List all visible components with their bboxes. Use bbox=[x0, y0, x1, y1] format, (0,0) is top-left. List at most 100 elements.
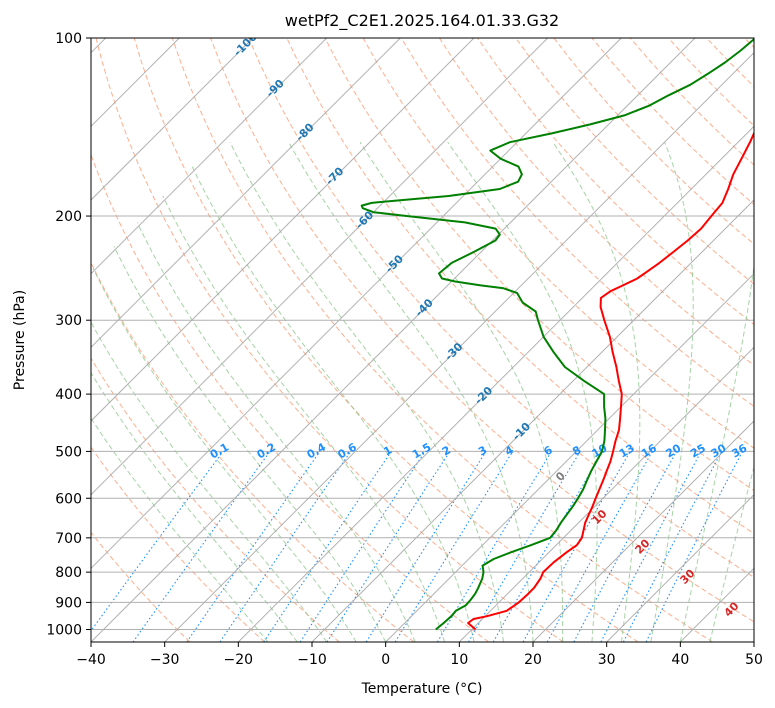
x-tick-label: −30 bbox=[150, 652, 180, 668]
moist-adiabat-line bbox=[679, 261, 754, 642]
isotherm-line bbox=[753, 641, 754, 642]
isotherm-line bbox=[385, 272, 754, 642]
dry-adiabat-line bbox=[553, 38, 754, 245]
x-tick-label: −20 bbox=[224, 652, 254, 668]
moist-adiabat-line bbox=[447, 141, 598, 642]
y-tick-label: 100 bbox=[55, 31, 82, 47]
isotherm-line bbox=[532, 420, 754, 642]
dry-adiabat-line bbox=[171, 38, 713, 642]
dry-adiabat-line bbox=[629, 38, 754, 166]
mixing-ratio-line bbox=[573, 451, 677, 642]
isotherm-line bbox=[91, 38, 622, 570]
x-tick-label: 10 bbox=[450, 652, 468, 668]
moist-adiabat-line bbox=[709, 465, 754, 642]
x-tick-label: −40 bbox=[76, 652, 106, 668]
moist-adiabat-line bbox=[91, 321, 328, 642]
dry-adiabat-line bbox=[400, 38, 754, 408]
y-tick-label: 300 bbox=[55, 313, 82, 329]
isotherm-line bbox=[91, 38, 254, 201]
mixing-ratio-label: 13 bbox=[617, 442, 637, 461]
mixing-ratio-line bbox=[186, 451, 321, 642]
x-tick-label: 40 bbox=[671, 652, 689, 668]
y-tick-label: 700 bbox=[55, 531, 82, 547]
y-tick-label: 500 bbox=[55, 444, 82, 460]
isotherm-line bbox=[91, 38, 328, 275]
moist-adiabat-line bbox=[162, 195, 446, 642]
x-tick-label: 30 bbox=[598, 652, 616, 668]
dry-adiabat-line bbox=[91, 531, 191, 642]
moist-adiabat-line bbox=[191, 166, 475, 642]
x-axis-ticks: −40 −30 −20 −10 0 10 20 30 40 50 bbox=[76, 642, 763, 668]
mixing-ratio-label: 36 bbox=[729, 441, 749, 460]
dry-adiabat-line bbox=[133, 38, 639, 642]
moist-adiabats bbox=[91, 141, 754, 642]
dry-adiabat-line bbox=[744, 38, 754, 49]
x-tick-label: −10 bbox=[297, 652, 327, 668]
mixing-ratio-label: 6 bbox=[542, 443, 555, 458]
mixing-ratio-label: 30 bbox=[709, 441, 729, 460]
pressure-gridlines bbox=[91, 38, 754, 630]
x-tick-label: 0 bbox=[381, 652, 390, 668]
y-tick-label: 400 bbox=[55, 387, 82, 403]
mixing-ratio-line bbox=[622, 451, 723, 642]
x-tick-label: 50 bbox=[745, 652, 763, 668]
profile-series bbox=[360, 38, 754, 631]
isotherm-line bbox=[91, 38, 549, 496]
dry-adiabat-line bbox=[95, 38, 564, 642]
isotherm-label: -30 bbox=[442, 340, 465, 363]
moist-adiabat-line bbox=[91, 371, 298, 642]
isotherm-line bbox=[311, 199, 754, 642]
x-tick-label: 20 bbox=[524, 652, 542, 668]
isotherm-line bbox=[679, 567, 754, 642]
moist-adiabat-line bbox=[92, 267, 357, 642]
dewpoint-profile-line bbox=[360, 38, 754, 631]
dry-adiabat-line bbox=[91, 446, 265, 642]
isotherm-line bbox=[606, 493, 754, 642]
mixing-ratio-label: 0.6 bbox=[336, 440, 360, 461]
isotherm-label: -50 bbox=[383, 252, 406, 275]
isotherm-label: -20 bbox=[472, 384, 495, 407]
moist-adiabat-line bbox=[136, 222, 416, 642]
mixing-ratio-line bbox=[645, 451, 743, 642]
isotherm-label: -70 bbox=[323, 164, 346, 187]
isotherm-line bbox=[237, 125, 754, 642]
temperature-profile-line bbox=[467, 130, 754, 631]
y-axis-ticks: 100 200 300 400 500 600 700 800 900 1000 bbox=[46, 31, 91, 638]
isotherm-label: -10 bbox=[510, 420, 533, 443]
y-tick-label: 600 bbox=[55, 491, 82, 507]
mixing-ratio-label: 25 bbox=[688, 442, 708, 461]
moist-adiabat-label: 0 bbox=[553, 469, 568, 484]
mixing-ratio-line bbox=[522, 451, 631, 642]
mixing-ratio-line bbox=[546, 451, 653, 642]
isotherm-line bbox=[91, 38, 401, 349]
mixing-ratio-line bbox=[263, 451, 392, 642]
dry-adiabat-line bbox=[515, 38, 754, 285]
isotherm-line bbox=[91, 38, 475, 422]
isotherm-line bbox=[91, 38, 696, 642]
dry-adiabat-line bbox=[210, 38, 754, 623]
y-tick-label: 200 bbox=[55, 209, 82, 225]
plot-frame bbox=[90, 37, 755, 643]
mixing-ratio-label: 0.1 bbox=[208, 440, 231, 461]
mixing-ratio-line bbox=[91, 451, 224, 632]
y-axis-label: Pressure (hPa) bbox=[12, 290, 28, 390]
y-tick-label: 1000 bbox=[46, 622, 82, 638]
dry-adiabat-line bbox=[91, 261, 415, 642]
moist-adiabat-line bbox=[91, 417, 269, 642]
isotherm-line bbox=[164, 51, 754, 642]
isotherms bbox=[91, 38, 754, 642]
dry-adiabat-line bbox=[438, 38, 754, 366]
moist-adiabat-line bbox=[113, 246, 387, 642]
dry-adiabat-line bbox=[706, 38, 754, 88]
mixing-ratio-line bbox=[394, 451, 514, 642]
dry-adiabat-line bbox=[91, 153, 489, 642]
mixing-ratio-label: 16 bbox=[639, 441, 659, 460]
dry-adiabat-line bbox=[591, 38, 754, 206]
plot-area: 0.1 0.2 0.4 0.6 1 1.5 2 3 4 6 8 10 13 16 20 25 30 36-100-… bbox=[91, 38, 754, 642]
y-tick-label: 800 bbox=[55, 565, 82, 581]
dry-adiabat-line bbox=[91, 357, 340, 642]
dry-adiabat-line bbox=[324, 38, 754, 492]
y-tick-label: 900 bbox=[55, 595, 82, 611]
moist-adiabat-label: 30 bbox=[678, 567, 698, 587]
